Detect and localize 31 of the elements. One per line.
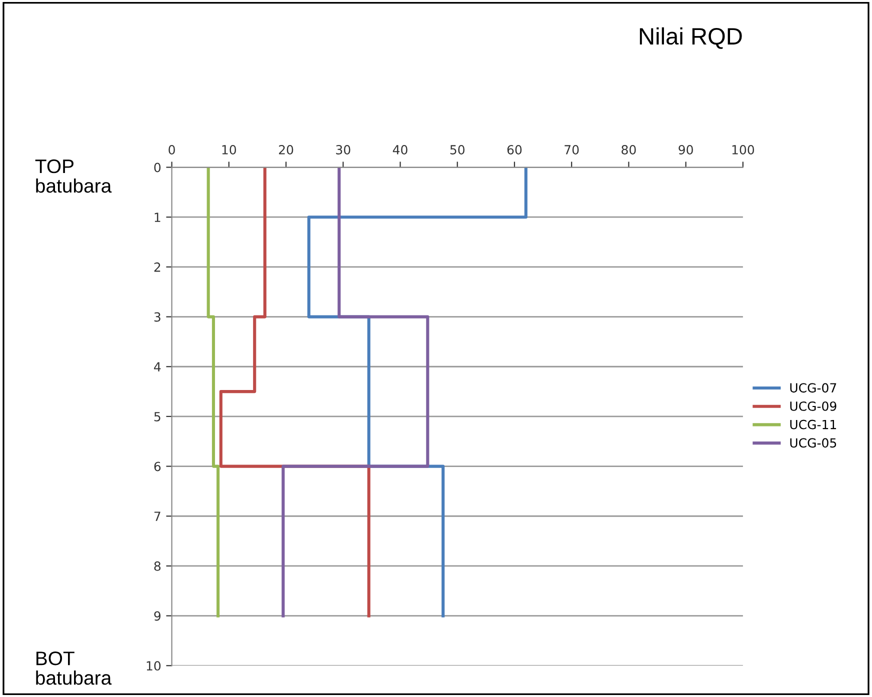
x-tick-label: 30 [336, 144, 350, 154]
x-tick-label: 10 [222, 144, 236, 154]
y-tick-label: 8 [154, 561, 161, 571]
legend-label: UCG-07 [790, 383, 836, 393]
y-tick-label: 3 [154, 312, 160, 322]
y-tick-label: 1 [154, 212, 160, 222]
x-tick-label: 20 [278, 144, 294, 154]
y-tick-label: 0 [154, 162, 161, 172]
y-tick-label: 6 [154, 462, 161, 472]
y-tick-label: 10 [146, 661, 161, 671]
y-tick-label: 4 [154, 362, 161, 372]
x-tick-label: 0 [168, 144, 175, 154]
legend-label: UCG-05 [790, 438, 836, 448]
line-series [206, 167, 220, 618]
x-tick-label: 60 [507, 144, 522, 154]
x-axis-title: Nilai RQD [640, 27, 742, 49]
y-tick-label: 9 [154, 611, 160, 621]
line-series [282, 167, 430, 618]
x-tick-label: 100 [732, 144, 754, 154]
y-tick-label: 7 [154, 512, 160, 521]
x-tick-label: 80 [622, 144, 636, 154]
x-tick-label: 70 [564, 144, 579, 154]
x-tick-label: 40 [392, 144, 408, 154]
y-tick-label: 2 [154, 262, 160, 272]
legend-label: UCG-11 [790, 420, 836, 430]
x-tick-label: 50 [450, 144, 464, 154]
legend-label: UCG-09 [790, 401, 836, 411]
text: TOP batubara [35, 159, 112, 193]
y-tick-label: 5 [154, 412, 160, 422]
x-tick-label: 90 [678, 144, 693, 154]
text: BOT batubara [36, 651, 112, 685]
